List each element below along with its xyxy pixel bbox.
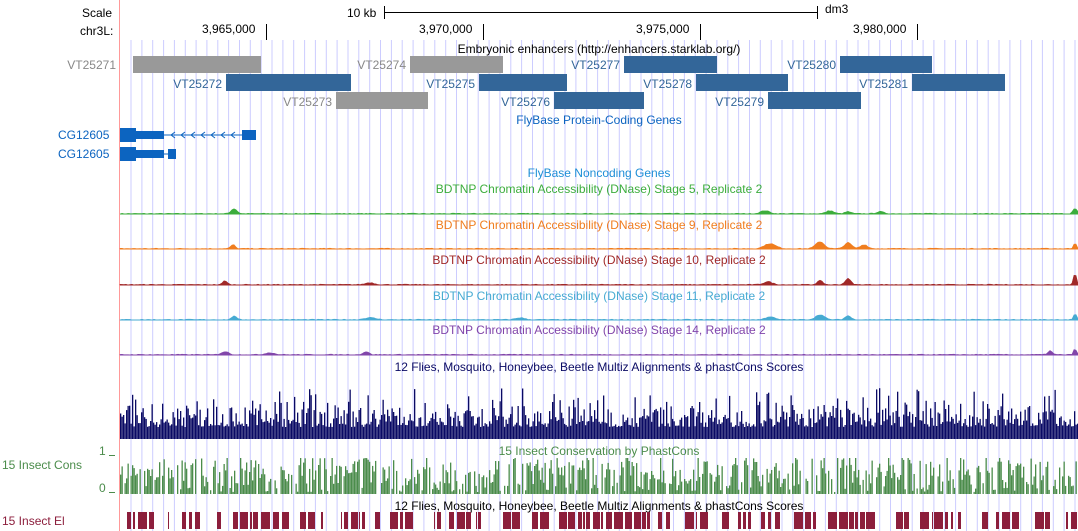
gene-models[interactable] xyxy=(120,126,1078,166)
dnase-stage9-track-title[interactable]: BDTNP Chromatin Accessibility (DNase) St… xyxy=(435,218,763,232)
insect-cons-bars xyxy=(120,458,1077,494)
enhancer-label-vt25272[interactable]: VT25272 xyxy=(173,77,222,91)
ruler-tick-label-4: 3,980,000 xyxy=(853,22,907,36)
ruler-tick-2 xyxy=(483,24,484,40)
enhancer-label-vt25281[interactable]: VT25281 xyxy=(859,77,908,91)
insect-cons-track-title[interactable]: 15 Insect Conservation by PhastCons xyxy=(498,444,700,458)
dnase-stage9-signal xyxy=(119,241,1078,250)
enhancer-feature-vt25278[interactable] xyxy=(696,74,788,91)
enhancer-feature-vt25271[interactable] xyxy=(133,56,261,73)
dnase-stage11-signal xyxy=(119,314,1078,321)
track-area[interactable]: 10 kb dm3 3,965,000 3,970,000 3,975,000 … xyxy=(67,0,1078,531)
signal-tracks xyxy=(119,208,1078,529)
scale-bar-text: 10 kb xyxy=(347,6,377,20)
label-divider-line xyxy=(119,0,120,531)
gene-label-cg12605-2[interactable]: CG12605 xyxy=(58,147,110,161)
gene-label-cg12605-1[interactable]: CG12605 xyxy=(58,128,110,142)
ruler-tick-label-3: 3,975,000 xyxy=(636,22,690,36)
dnase-stage14 xyxy=(119,349,1078,356)
scale-label: Scale xyxy=(82,6,113,20)
assembly-label: dm3 xyxy=(825,2,849,16)
y-axis-min-tick xyxy=(109,492,115,493)
ruler-tick-1 xyxy=(266,24,267,40)
chromosome-label: chr3L: xyxy=(80,24,114,38)
enhancer-label-vt25273[interactable]: VT25273 xyxy=(283,95,332,109)
gene-model-cg12605-2 xyxy=(120,147,176,161)
multiz-conservation-bars xyxy=(120,388,1078,439)
scale-bar-right-cap xyxy=(817,6,818,19)
dnase-stage5 xyxy=(119,208,1078,215)
ruler-tick-label-1: 3,965,000 xyxy=(202,22,256,36)
dnase-stage11-track-title[interactable]: BDTNP Chromatin Accessibility (DNase) St… xyxy=(432,289,766,303)
dnase-stage5-signal xyxy=(119,208,1078,215)
track-label-column: Scale chr3L: CG12605 CG12605 15 Insect C… xyxy=(0,0,119,531)
enhancer-feature-vt25281[interactable] xyxy=(912,74,1005,91)
y-axis-min-label: 0 xyxy=(99,481,106,495)
ruler-tick-3 xyxy=(700,24,701,40)
dnase-stage14-signal xyxy=(119,349,1078,356)
gene-model-cg12605-1 xyxy=(120,128,256,142)
enhancers-track-title[interactable]: Embryonic enhancers (http://enhancers.st… xyxy=(457,42,741,56)
scale-bar-line xyxy=(384,12,817,13)
dnase-stage9 xyxy=(119,241,1078,250)
dnase-stage14-track-title[interactable]: BDTNP Chromatin Accessibility (DNase) St… xyxy=(432,323,766,337)
ruler-tick-4 xyxy=(917,24,918,40)
dnase-stage10 xyxy=(119,274,1078,286)
enhancer-label-vt25278[interactable]: VT25278 xyxy=(643,77,692,91)
insect-element-blocks xyxy=(127,512,1077,529)
multiz-track-title[interactable]: 12 Flies, Mosquito, Honeybee, Beetle Mul… xyxy=(394,360,804,374)
enhancer-feature-vt25275[interactable] xyxy=(479,74,567,91)
enhancer-feature-vt25276[interactable] xyxy=(554,92,644,109)
enhancer-feature-vt25277[interactable] xyxy=(624,56,717,73)
enhancer-feature-vt25274[interactable] xyxy=(410,56,503,73)
enhancer-label-vt25279[interactable]: VT25279 xyxy=(715,95,764,109)
dnase-stage11 xyxy=(119,314,1078,321)
insect-elements-label[interactable]: 15 Insect El xyxy=(2,514,65,528)
enhancer-label-vt25275[interactable]: VT25275 xyxy=(426,77,475,91)
enhancer-feature-vt25273[interactable] xyxy=(336,92,428,109)
enhancer-feature-vt25280[interactable] xyxy=(840,56,932,73)
flybase-coding-track-title[interactable]: FlyBase Protein-Coding Genes xyxy=(516,113,682,127)
enhancer-label-vt25271[interactable]: VT25271 xyxy=(67,58,116,72)
enhancer-label-vt25280[interactable]: VT25280 xyxy=(787,58,836,72)
enhancer-feature-vt25272[interactable] xyxy=(226,74,351,91)
insect-cons-label[interactable]: 15 Insect Cons xyxy=(2,458,83,472)
dnase-stage10-signal xyxy=(119,274,1078,286)
enhancer-feature-vt25279[interactable] xyxy=(768,92,861,109)
multiz-elements-track-title[interactable]: 12 Flies, Mosquito, Honeybee, Beetle Mul… xyxy=(394,499,804,513)
y-axis-max-tick xyxy=(109,455,115,456)
flybase-noncoding-track-title[interactable]: FlyBase Noncoding Genes xyxy=(527,166,671,180)
scale-bar-left-cap xyxy=(384,6,385,19)
dnase-stage10-track-title[interactable]: BDTNP Chromatin Accessibility (DNase) St… xyxy=(432,253,766,267)
y-axis-max-label: 1 xyxy=(99,444,106,458)
enhancer-label-vt25274[interactable]: VT25274 xyxy=(357,58,406,72)
ruler-tick-label-2: 3,970,000 xyxy=(419,22,473,36)
enhancer-label-vt25277[interactable]: VT25277 xyxy=(571,58,620,72)
dnase-stage5-track-title[interactable]: BDTNP Chromatin Accessibility (DNase) St… xyxy=(435,182,763,196)
enhancer-label-vt25276[interactable]: VT25276 xyxy=(501,95,550,109)
